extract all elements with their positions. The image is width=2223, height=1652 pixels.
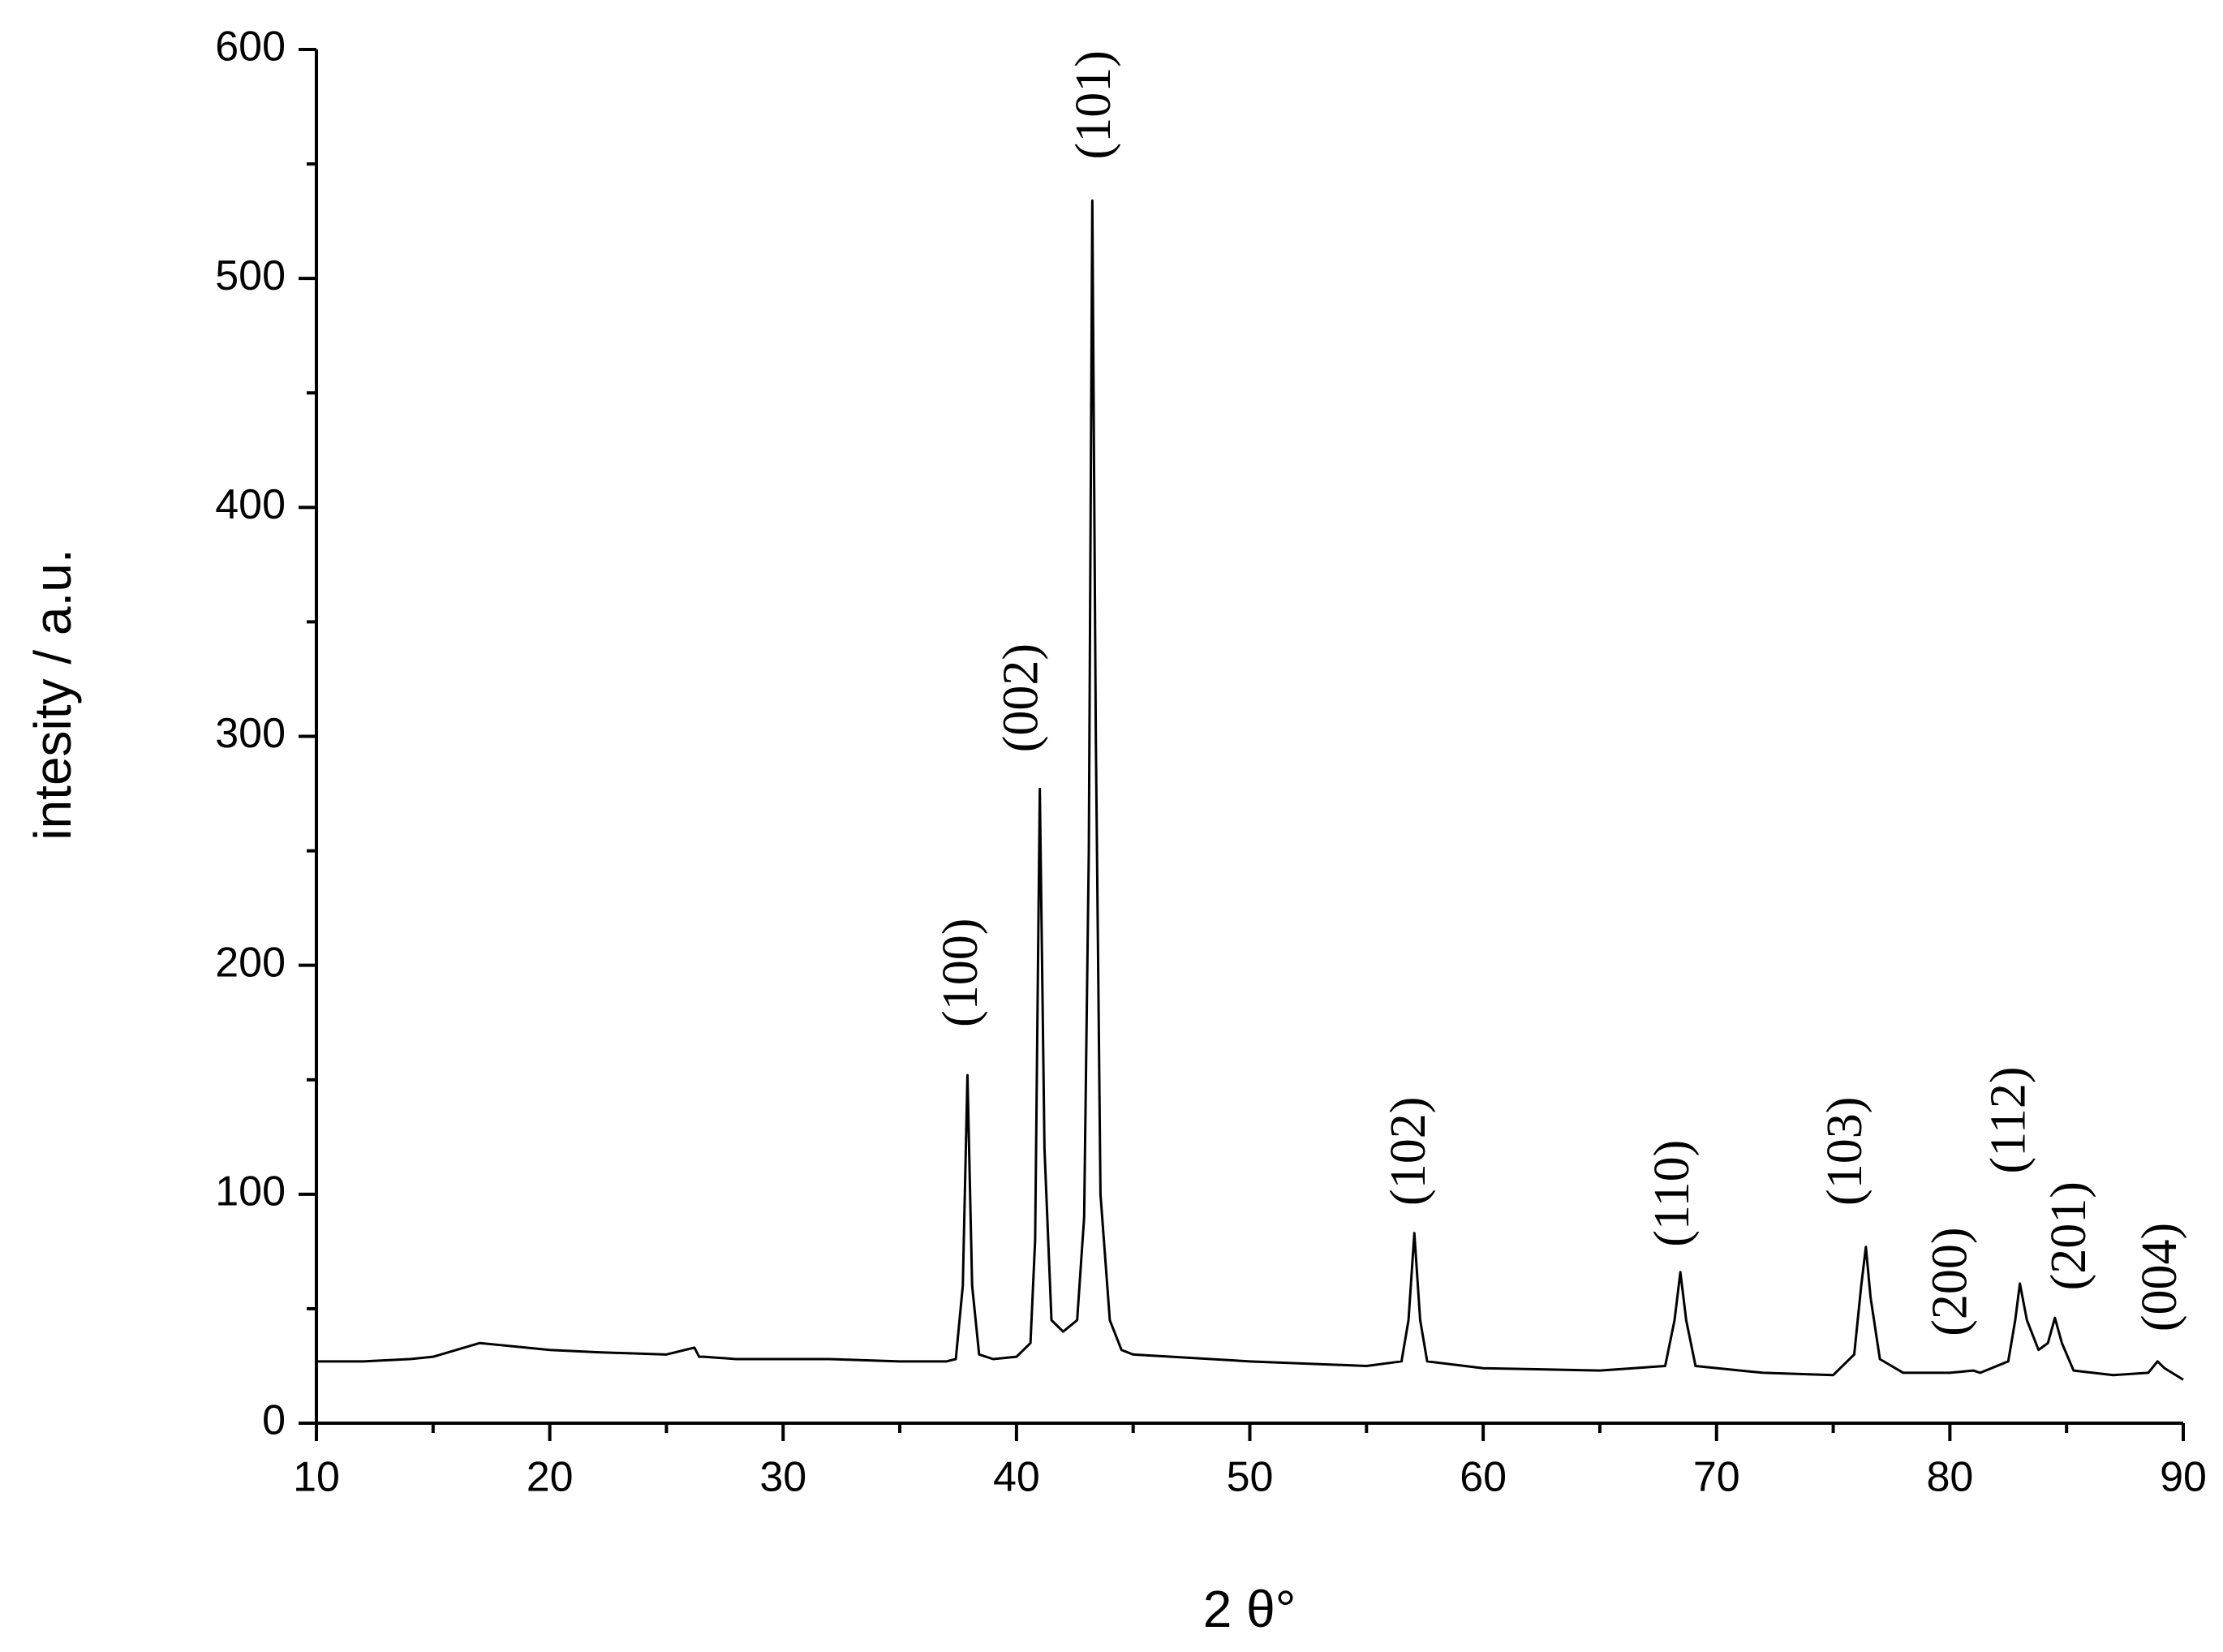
x-axis-title: 2 θ° bbox=[1203, 1580, 1296, 1638]
y-tick-label: 500 bbox=[215, 252, 286, 299]
peak-label: (112) bbox=[1980, 1066, 2036, 1173]
y-tick-label: 600 bbox=[215, 24, 286, 71]
peak-label: (200) bbox=[1922, 1227, 1977, 1336]
y-tick-label: 300 bbox=[215, 710, 286, 757]
x-tick-label: 10 bbox=[293, 1454, 340, 1501]
x-tick-label: 70 bbox=[1693, 1454, 1740, 1501]
peak-label: (103) bbox=[1817, 1097, 1873, 1206]
peak-label: (201) bbox=[2041, 1181, 2096, 1290]
peak-label: (102) bbox=[1381, 1097, 1436, 1206]
x-tick-label: 30 bbox=[759, 1454, 806, 1501]
peak-label: (002) bbox=[994, 643, 1049, 752]
y-axis-title: intesity / a.u. bbox=[24, 549, 82, 840]
peak-label: (101) bbox=[1066, 50, 1121, 159]
x-tick-label: 80 bbox=[1926, 1454, 1973, 1501]
peak-label: (100) bbox=[933, 918, 988, 1027]
y-tick-label: 400 bbox=[215, 481, 286, 528]
x-tick-label: 50 bbox=[1227, 1454, 1274, 1501]
y-tick-label: 100 bbox=[215, 1168, 286, 1215]
xrd-line bbox=[316, 199, 2184, 1381]
peak-label: (110) bbox=[1645, 1140, 1700, 1247]
x-tick-label: 60 bbox=[1460, 1454, 1507, 1501]
x-tick-label: 40 bbox=[993, 1454, 1040, 1501]
y-tick-label: 0 bbox=[262, 1397, 286, 1444]
x-tick-label: 20 bbox=[527, 1454, 574, 1501]
x-tick-label: 90 bbox=[2160, 1454, 2207, 1501]
peak-label: (004) bbox=[2132, 1223, 2187, 1331]
y-tick-label: 200 bbox=[215, 939, 286, 986]
